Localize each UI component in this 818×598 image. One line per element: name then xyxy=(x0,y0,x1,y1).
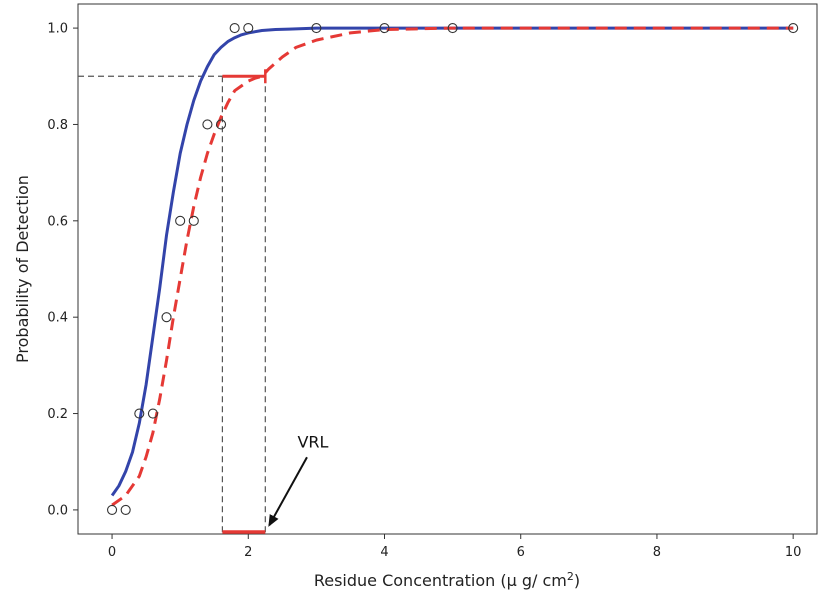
vrl-arrow xyxy=(268,456,308,527)
x-tick-label: 8 xyxy=(653,545,661,560)
x-tick-label: 6 xyxy=(517,545,525,560)
data-point xyxy=(243,23,254,34)
data-point xyxy=(161,312,172,323)
x-tick-label: 10 xyxy=(785,545,802,560)
reference-lines xyxy=(78,75,266,534)
data-point xyxy=(215,119,227,130)
data-point xyxy=(311,23,322,34)
data-point xyxy=(447,23,458,34)
data-point xyxy=(188,215,199,226)
x-tick-label: 2 xyxy=(244,545,252,560)
y-tick-label: 0.0 xyxy=(47,503,68,518)
data-point xyxy=(175,215,186,226)
data-point xyxy=(202,119,213,130)
data-point xyxy=(788,23,799,34)
vrl-marks xyxy=(222,69,267,534)
y-axis: 0.0 0.2 0.4 0.6 0.8 1.0 xyxy=(47,22,78,518)
data-point xyxy=(147,408,158,419)
x-axis: 0 2 4 6 8 10 xyxy=(108,534,802,560)
data-point xyxy=(134,408,145,419)
annotations: VRL xyxy=(268,432,329,527)
curves xyxy=(110,26,794,507)
data-point xyxy=(107,504,118,515)
vrl-label: VRL xyxy=(297,432,328,451)
dashed-curve xyxy=(111,26,794,507)
data-points xyxy=(107,23,799,515)
data-point xyxy=(229,23,240,34)
y-tick-label: 0.4 xyxy=(47,311,68,326)
x-tick-label: 0 xyxy=(108,545,116,560)
data-point xyxy=(379,23,390,34)
y-tick-label: 0.8 xyxy=(47,118,68,133)
solid-curve xyxy=(110,26,794,497)
y-tick-label: 1.0 xyxy=(47,22,68,37)
x-tick-label: 4 xyxy=(380,545,388,560)
y-tick-label: 0.6 xyxy=(47,214,68,229)
y-axis-title: Probability of Detection xyxy=(13,175,32,363)
plot-frame xyxy=(77,3,818,535)
data-point xyxy=(120,504,131,515)
x-axis-title: Residue Concentration (μ g/ cm2) xyxy=(314,570,580,590)
y-tick-label: 0.2 xyxy=(47,407,68,422)
